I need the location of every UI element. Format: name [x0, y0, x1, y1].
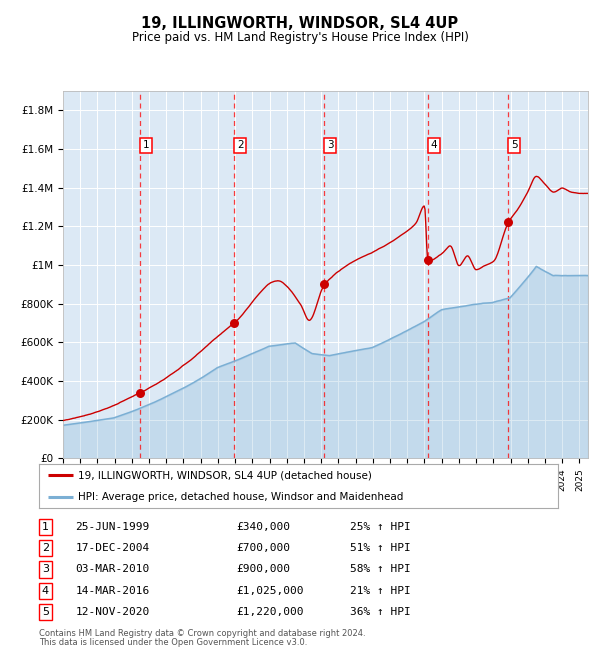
Text: Contains HM Land Registry data © Crown copyright and database right 2024.: Contains HM Land Registry data © Crown c…	[39, 629, 365, 638]
Text: 58% ↑ HPI: 58% ↑ HPI	[350, 564, 411, 575]
Text: 5: 5	[511, 140, 518, 150]
Text: £1,025,000: £1,025,000	[236, 586, 304, 595]
Text: 2: 2	[237, 140, 244, 150]
Text: 12-NOV-2020: 12-NOV-2020	[76, 607, 149, 617]
Text: 3: 3	[42, 564, 49, 575]
Text: 5: 5	[42, 607, 49, 617]
Text: 17-DEC-2004: 17-DEC-2004	[76, 543, 149, 553]
Text: 19, ILLINGWORTH, WINDSOR, SL4 4UP (detached house): 19, ILLINGWORTH, WINDSOR, SL4 4UP (detac…	[78, 470, 372, 480]
Text: 19, ILLINGWORTH, WINDSOR, SL4 4UP: 19, ILLINGWORTH, WINDSOR, SL4 4UP	[142, 16, 458, 31]
Text: Price paid vs. HM Land Registry's House Price Index (HPI): Price paid vs. HM Land Registry's House …	[131, 31, 469, 44]
Text: 51% ↑ HPI: 51% ↑ HPI	[350, 543, 411, 553]
Text: £900,000: £900,000	[236, 564, 290, 575]
Text: 4: 4	[431, 140, 437, 150]
Text: 2: 2	[41, 543, 49, 553]
Text: HPI: Average price, detached house, Windsor and Maidenhead: HPI: Average price, detached house, Wind…	[78, 492, 403, 502]
Text: 14-MAR-2016: 14-MAR-2016	[76, 586, 149, 595]
Text: 03-MAR-2010: 03-MAR-2010	[76, 564, 149, 575]
Text: £700,000: £700,000	[236, 543, 290, 553]
Text: 21% ↑ HPI: 21% ↑ HPI	[350, 586, 411, 595]
Text: 3: 3	[327, 140, 334, 150]
Text: 25-JUN-1999: 25-JUN-1999	[76, 522, 149, 532]
Text: 4: 4	[41, 586, 49, 595]
Text: 1: 1	[143, 140, 149, 150]
Text: £340,000: £340,000	[236, 522, 290, 532]
Text: £1,220,000: £1,220,000	[236, 607, 304, 617]
Text: 1: 1	[42, 522, 49, 532]
Text: 36% ↑ HPI: 36% ↑ HPI	[350, 607, 411, 617]
Text: 25% ↑ HPI: 25% ↑ HPI	[350, 522, 411, 532]
Text: This data is licensed under the Open Government Licence v3.0.: This data is licensed under the Open Gov…	[39, 638, 307, 647]
